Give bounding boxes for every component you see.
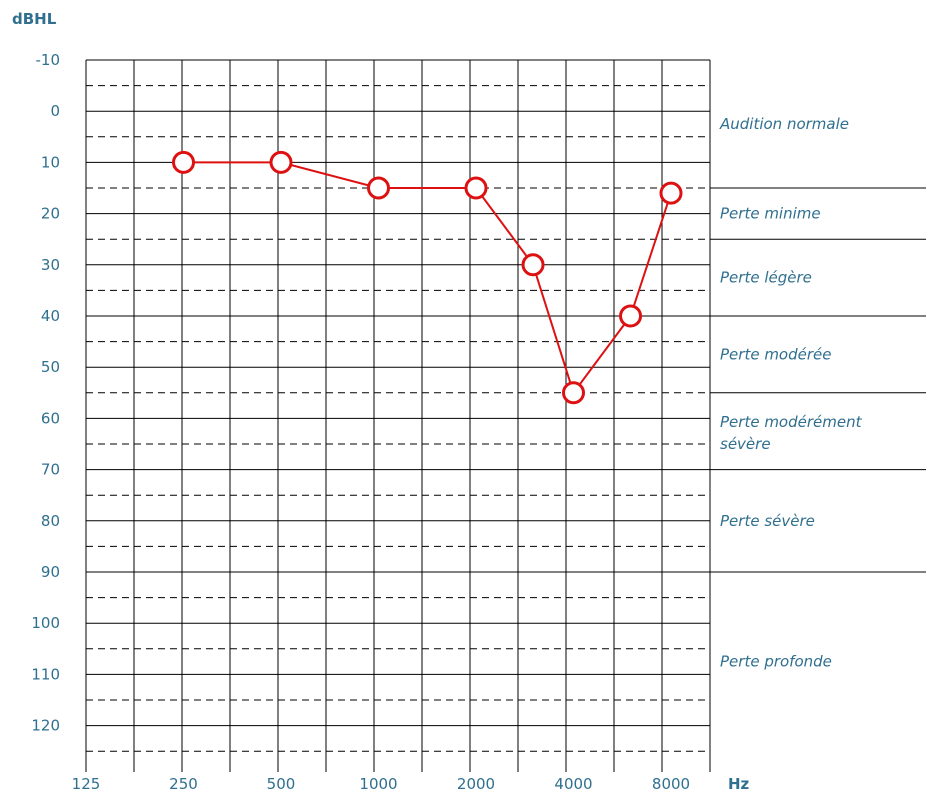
- series-line: [183, 161, 672, 395]
- zone-label: Perte minime: [720, 205, 821, 223]
- y-tick-label: 100: [31, 614, 60, 632]
- data-point: [619, 304, 643, 328]
- zone-label: Perte légère: [720, 269, 812, 287]
- y-tick-label: 120: [31, 717, 60, 735]
- data-point: [659, 181, 683, 205]
- grid: [85, 59, 711, 772]
- data-point: [367, 176, 390, 200]
- y-tick-label: 20: [41, 205, 60, 223]
- x-tick-label: 125: [72, 775, 101, 793]
- x-tick-label: 1000: [359, 775, 397, 793]
- y-tick-label: 70: [41, 461, 60, 479]
- y-tick-label: 80: [41, 512, 60, 530]
- y-tick-label: -10: [36, 51, 61, 69]
- data-point: [464, 176, 488, 200]
- y-tick-label: 30: [41, 256, 60, 274]
- x-tick-label: 8000: [652, 775, 690, 793]
- y-tick-label: 60: [41, 409, 60, 427]
- zone-label: Perte modérément sévère: [720, 413, 863, 453]
- y-axis-unit: dBHL: [12, 10, 57, 28]
- data-point: [269, 150, 293, 174]
- zone-label: Perte modérée: [720, 345, 831, 363]
- zone-label-line: Perte modérément: [720, 413, 863, 431]
- y-tick-label: 10: [41, 153, 60, 171]
- audiogram-series: [172, 150, 683, 405]
- axis-ticks: -10 0 10 20 30 40 50 60 70 80 90 100 110 120 125 250 500…: [31, 51, 690, 793]
- x-axis-unit: Hz: [728, 775, 750, 793]
- y-tick-label: 90: [41, 563, 60, 581]
- y-tick-label: 40: [41, 307, 60, 325]
- data-point: [521, 253, 545, 277]
- data-point: [562, 381, 585, 405]
- zone-label: Perte profonde: [720, 653, 832, 671]
- hearing-loss-zones: Audition normale Perte minime Perte légère…: [710, 115, 926, 671]
- zone-label-line: sévère: [720, 435, 771, 453]
- x-tick-label: 4000: [554, 775, 592, 793]
- x-tick-label: 2000: [457, 775, 495, 793]
- y-tick-label: 0: [50, 102, 60, 120]
- zone-label: Audition normale: [719, 115, 849, 133]
- y-tick-label: 110: [31, 665, 60, 683]
- zone-label: Perte sévère: [720, 512, 815, 530]
- data-point: [172, 150, 195, 174]
- x-tick-label: 500: [267, 775, 296, 793]
- y-tick-label: 50: [41, 358, 60, 376]
- x-tick-label: 250: [169, 775, 198, 793]
